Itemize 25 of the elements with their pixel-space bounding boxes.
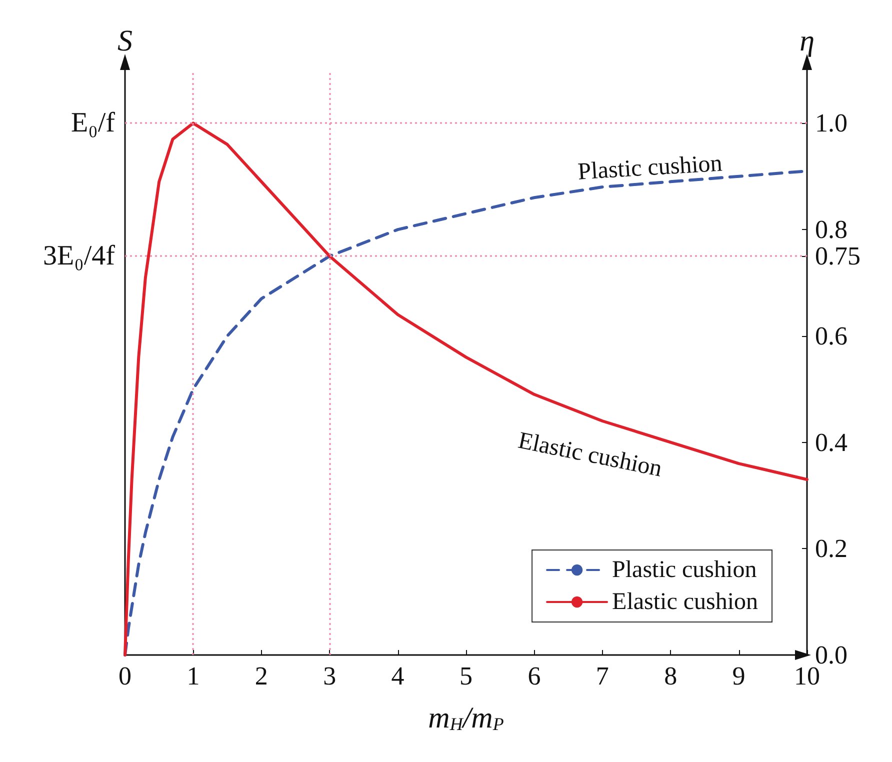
x-tick-label: 5 bbox=[460, 662, 472, 690]
x-tick-label: 2 bbox=[254, 662, 268, 690]
y-tick-label: 0.4 bbox=[815, 428, 848, 457]
x-tick-label: 1 bbox=[186, 662, 200, 690]
y-tick-label: 0.6 bbox=[815, 321, 848, 350]
x-tick-label: 8 bbox=[664, 662, 678, 690]
ref-line-label: 3E₀/4f bbox=[43, 240, 116, 272]
x-tick-label: 6 bbox=[528, 662, 541, 690]
y-tick-label: 0.8 bbox=[815, 215, 848, 244]
y2-axis-title: S bbox=[118, 24, 132, 58]
legend-label: Plastic cushion bbox=[612, 557, 757, 583]
x-tick-label: 0 bbox=[118, 662, 132, 690]
x-tick-label: 7 bbox=[596, 662, 609, 690]
x-tick-label: 9 bbox=[732, 662, 746, 690]
y-tick-label: 1.0 bbox=[815, 108, 848, 138]
y-tick-label: 0.75 bbox=[815, 242, 860, 271]
legend-label: Elastic cushion bbox=[612, 589, 758, 615]
y-axis-title: η bbox=[800, 24, 814, 58]
annotation: Elastic cushion bbox=[516, 428, 664, 482]
y-tick-label: 0.2 bbox=[815, 534, 848, 564]
x-tick-label: 3 bbox=[323, 662, 336, 690]
x-axis-title: mH/mP bbox=[428, 702, 504, 734]
x-tick-label: 4 bbox=[391, 662, 404, 690]
annotation: Plastic cushion bbox=[577, 150, 723, 186]
ref-line-label: E₀/f bbox=[71, 108, 116, 139]
